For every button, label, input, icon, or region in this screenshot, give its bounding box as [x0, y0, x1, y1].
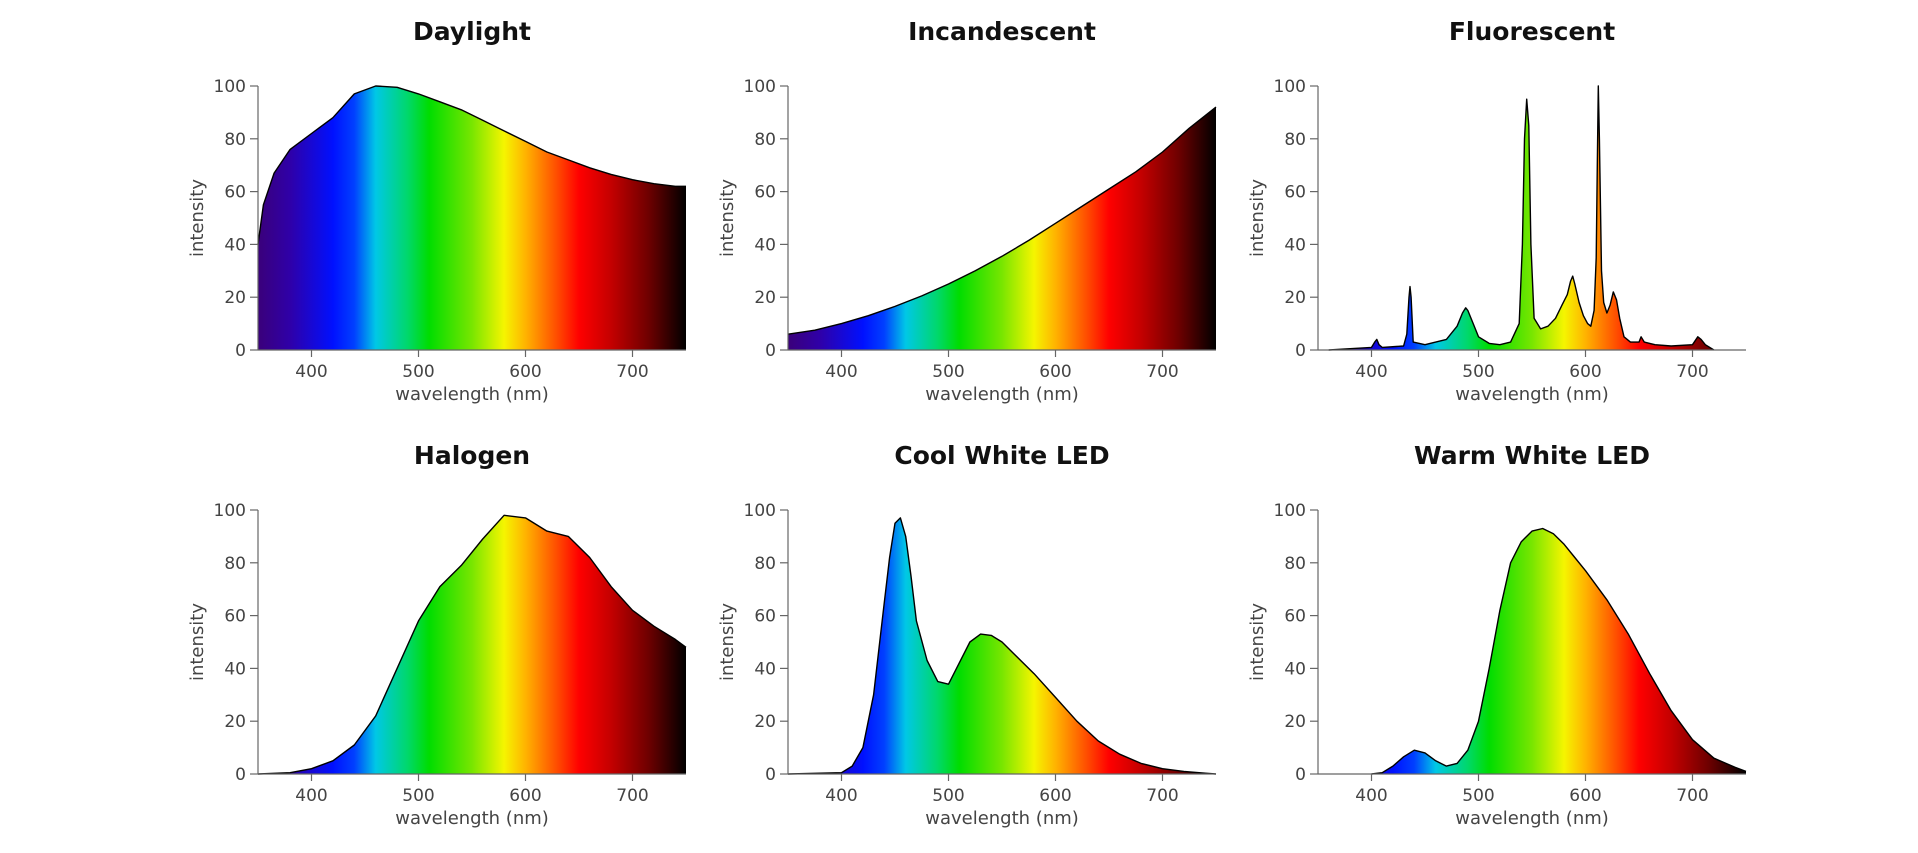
x-tick-label: 600	[1039, 362, 1071, 382]
y-tick-label: 60	[754, 183, 776, 203]
x-axis-label: wavelength (nm)	[395, 808, 549, 829]
y-tick-label: 80	[224, 130, 246, 150]
chart-fluorescent: Fluorescent 0 20 40 60 80 100 400 500 600 700 wavel…	[1247, 17, 1746, 405]
y-tick-label: 40	[754, 235, 776, 255]
x-tick-label: 500	[402, 362, 434, 382]
y-tick-label: 0	[1295, 765, 1306, 785]
spectrum-curve	[787, 106, 1217, 335]
y-tick-label: 80	[754, 554, 776, 574]
y-tick-label: 20	[224, 712, 246, 732]
x-tick-label: 700	[1676, 786, 1708, 806]
spectrum-area	[1328, 86, 1714, 350]
x-tick-label: 500	[932, 362, 964, 382]
chart-daylight: Daylight 0 20 40 60 80 100 400 500 600 700 waveleng…	[187, 17, 686, 405]
y-tick-label: 0	[235, 341, 246, 361]
chart-title: Fluorescent	[1449, 17, 1615, 46]
spectrum-curve	[1328, 85, 1715, 351]
y-tick-label: 60	[224, 183, 246, 203]
y-tick-label: 0	[765, 765, 776, 785]
y-tick-label: 20	[1284, 288, 1306, 308]
y-tick-label: 60	[224, 607, 246, 627]
spectrum-curve	[257, 85, 686, 245]
y-tick-label: 0	[1295, 341, 1306, 361]
y-tick-label: 100	[214, 501, 246, 521]
x-tick-label: 600	[1569, 362, 1601, 382]
y-tick-label: 80	[754, 130, 776, 150]
y-axis-label: intensity	[717, 179, 738, 257]
y-tick-label: 20	[754, 712, 776, 732]
x-tick-label: 400	[295, 362, 327, 382]
x-tick-label: 500	[1462, 362, 1494, 382]
spectrum-area	[258, 86, 686, 350]
chart-halogen: Halogen 0 20 40 60 80 100 400 500 600 700 wavelengt…	[187, 441, 687, 829]
chart-title: Warm White LED	[1414, 441, 1650, 470]
y-tick-label: 20	[224, 288, 246, 308]
x-tick-label: 700	[1676, 362, 1708, 382]
spectrum-area	[788, 517, 1216, 774]
y-tick-label: 0	[235, 765, 246, 785]
x-axis-label: wavelength (nm)	[1455, 808, 1609, 829]
y-axis-label: intensity	[1247, 179, 1268, 257]
x-tick-label: 400	[1355, 362, 1387, 382]
y-tick-label: 100	[1274, 501, 1306, 521]
x-tick-label: 400	[825, 786, 857, 806]
chart-warm-white-led: Warm White LED 0 20 40 60 80 100 400 500 600 700 wa…	[1247, 441, 1747, 829]
chart-title: Incandescent	[908, 17, 1096, 46]
y-tick-label: 80	[1284, 130, 1306, 150]
x-tick-label: 400	[295, 786, 327, 806]
y-tick-label: 60	[1284, 183, 1306, 203]
x-tick-label: 700	[616, 786, 648, 806]
x-tick-label: 600	[1039, 786, 1071, 806]
y-tick-label: 100	[1274, 77, 1306, 97]
spectrum-curve	[787, 517, 1217, 775]
chart-cool-white-led: Cool White LED 0 20 40 60 80 100 400 500 600 700 wa…	[717, 441, 1217, 829]
chart-title: Halogen	[414, 441, 530, 470]
y-tick-label: 60	[754, 607, 776, 627]
y-tick-label: 0	[765, 341, 776, 361]
x-tick-label: 700	[1146, 362, 1178, 382]
x-tick-label: 600	[509, 362, 541, 382]
y-tick-label: 100	[214, 77, 246, 97]
y-axis-label: intensity	[717, 603, 738, 681]
x-tick-label: 700	[1146, 786, 1178, 806]
spectrum-curve	[257, 514, 687, 775]
y-tick-label: 40	[1284, 235, 1306, 255]
spectrum-area	[788, 107, 1216, 350]
y-tick-label: 40	[224, 235, 246, 255]
chart-title: Cool White LED	[894, 441, 1109, 470]
chart-incandescent: Incandescent 0 20 40 60 80 100 400 500 600 700 wave…	[717, 17, 1217, 405]
x-axis-label: wavelength (nm)	[925, 384, 1079, 405]
spectrum-curve	[1371, 527, 1747, 775]
x-tick-label: 400	[825, 362, 857, 382]
x-axis-label: wavelength (nm)	[925, 808, 1079, 829]
y-tick-label: 60	[1284, 607, 1306, 627]
y-tick-label: 40	[1284, 659, 1306, 679]
x-tick-label: 400	[1355, 786, 1387, 806]
y-tick-label: 80	[1284, 554, 1306, 574]
y-tick-label: 40	[754, 659, 776, 679]
y-axis-label: intensity	[1247, 603, 1268, 681]
x-axis-label: wavelength (nm)	[395, 384, 549, 405]
x-tick-label: 500	[1462, 786, 1494, 806]
y-tick-label: 80	[224, 554, 246, 574]
y-tick-label: 20	[1284, 712, 1306, 732]
x-axis-label: wavelength (nm)	[1455, 384, 1609, 405]
x-tick-label: 500	[402, 786, 434, 806]
y-axis-label: intensity	[187, 179, 208, 257]
spectrum-area	[1371, 528, 1746, 774]
spectrum-area	[258, 515, 686, 774]
chart-title: Daylight	[413, 17, 531, 46]
y-tick-label: 100	[744, 77, 776, 97]
y-tick-label: 40	[224, 659, 246, 679]
y-tick-label: 20	[754, 288, 776, 308]
x-tick-label: 600	[1569, 786, 1601, 806]
x-tick-label: 700	[616, 362, 648, 382]
x-tick-label: 600	[509, 786, 541, 806]
y-tick-label: 100	[744, 501, 776, 521]
y-axis-label: intensity	[187, 603, 208, 681]
x-tick-label: 500	[932, 786, 964, 806]
